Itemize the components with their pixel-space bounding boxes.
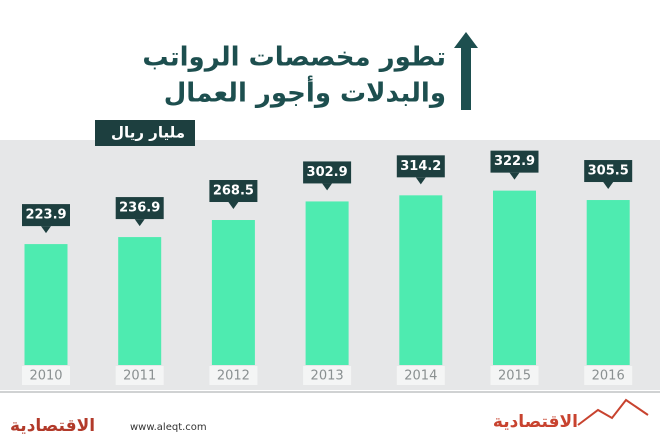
value-label-pointer: [228, 202, 239, 210]
year-box: [584, 366, 633, 385]
value-label: 268.5: [213, 184, 254, 199]
value-label: 236.9: [119, 201, 160, 216]
bar: [399, 195, 443, 365]
unit-box: [95, 120, 195, 146]
value-label: 223.9: [25, 208, 66, 223]
value-label: 302.9: [307, 165, 348, 180]
x-tick-label: 2016: [592, 369, 625, 384]
x-tick-label: 2013: [311, 369, 344, 384]
footer-brand-right: الاقتصادية: [493, 412, 578, 432]
bar: [24, 244, 68, 365]
value-label-box: [396, 155, 445, 178]
bar: [211, 220, 255, 365]
bar: [586, 200, 630, 365]
up-arrow: [454, 32, 478, 110]
value-label-box: [490, 150, 539, 173]
footer-logo-line: [577, 398, 649, 426]
x-tick-label: 2015: [498, 369, 531, 384]
value-label-box: [303, 161, 352, 184]
year-box: [396, 366, 445, 385]
value-label-pointer: [603, 182, 614, 190]
value-label-pointer: [509, 172, 520, 180]
bar: [305, 201, 349, 365]
x-tick-label: 2012: [217, 369, 250, 384]
x-tick-label: 2011: [123, 369, 156, 384]
year-box: [490, 366, 539, 385]
bar: [493, 190, 536, 365]
x-tick-label: 2014: [404, 369, 437, 384]
year-box: [209, 366, 258, 385]
chart-title: تطور مخصصات الرواتب: [142, 43, 446, 73]
chart-subtitle: والبدلات وأجور العمال: [164, 76, 446, 109]
value-label-pointer: [322, 183, 333, 191]
footer-url: www.aleqt.com: [130, 422, 207, 433]
footer-brand-left: الاقتصادية: [10, 416, 95, 436]
year-box: [22, 366, 70, 385]
value-label: 314.2: [400, 159, 441, 174]
value-label: 305.5: [588, 164, 629, 179]
value-label-box: [22, 204, 70, 227]
value-label-box: [584, 160, 633, 183]
value-label-pointer: [415, 177, 426, 185]
unit-label: مليار ريال: [111, 124, 185, 142]
value-label-box: [115, 197, 164, 220]
year-box: [303, 366, 352, 385]
value-label-pointer: [41, 226, 51, 234]
value-label-box: [209, 180, 258, 203]
x-tick-label: 2010: [29, 369, 62, 384]
value-label: 322.9: [494, 154, 535, 169]
year-box: [115, 366, 164, 385]
value-label-pointer: [134, 219, 145, 227]
bar: [118, 237, 162, 365]
